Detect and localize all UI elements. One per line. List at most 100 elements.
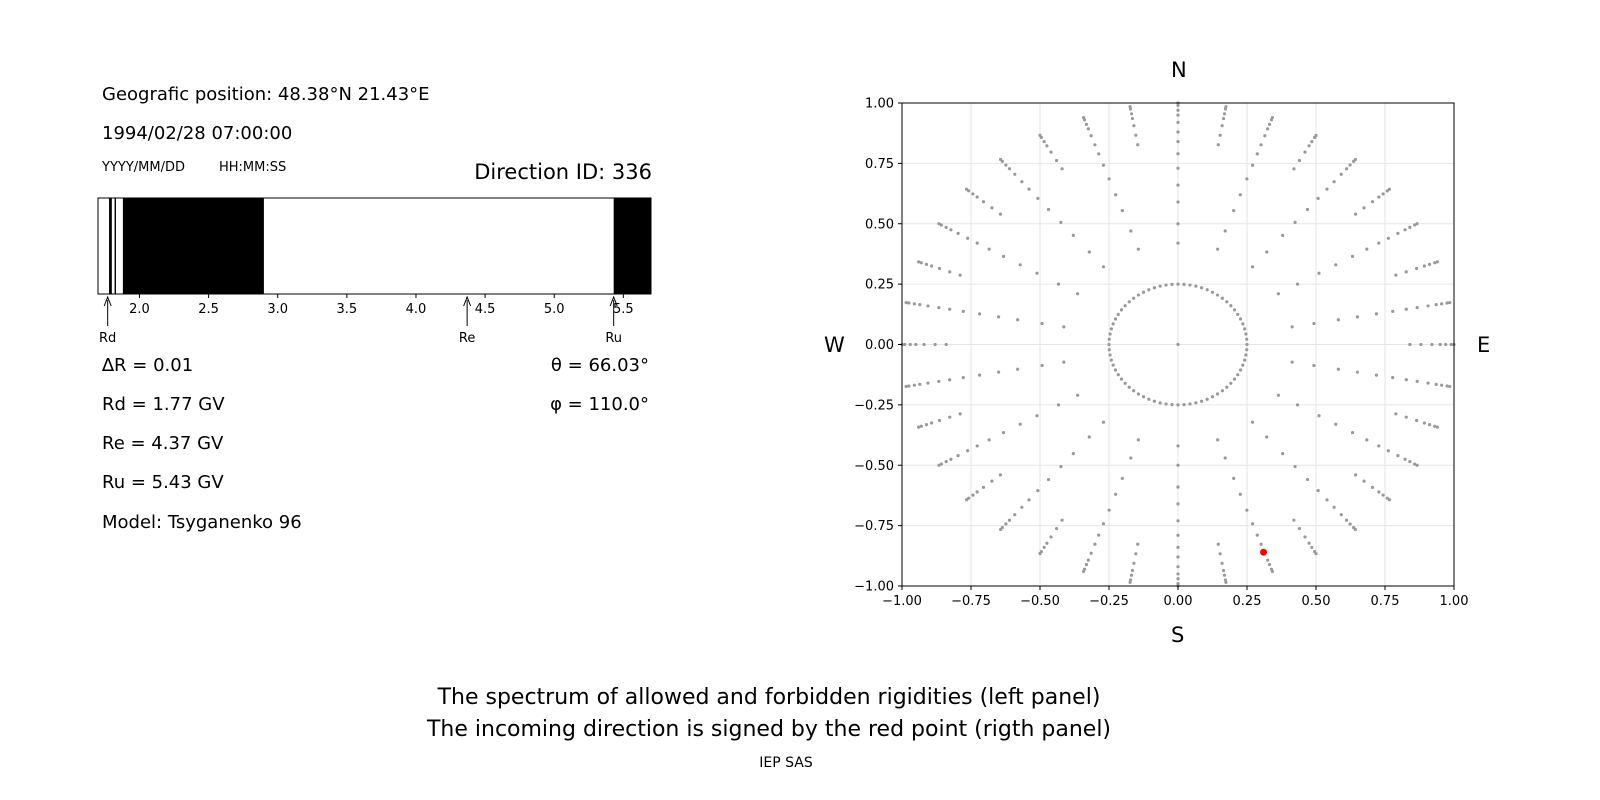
- direction-point: [1107, 508, 1111, 512]
- direction-point: [1259, 542, 1263, 546]
- direction-point: [1223, 456, 1227, 460]
- direction-point: [1045, 541, 1049, 545]
- direction-point: [956, 231, 960, 236]
- re-value: Re = 4.37 GV: [102, 433, 224, 454]
- direction-point: [998, 212, 1003, 216]
- direction-point: [1449, 342, 1453, 347]
- direction-point: [1220, 561, 1224, 565]
- direction-point: [937, 222, 941, 226]
- direction-point: [1119, 308, 1124, 312]
- direction-point: [1062, 360, 1066, 364]
- direction-point: [1216, 438, 1220, 442]
- direction-point: [1176, 545, 1180, 549]
- direction-point: [1107, 342, 1111, 347]
- direction-point: [1236, 312, 1240, 316]
- direction-point: [1232, 377, 1237, 381]
- direction-point: [944, 342, 948, 347]
- direction-point: [1210, 290, 1215, 294]
- direction-point: [1348, 163, 1352, 167]
- direction-point: [1101, 265, 1106, 269]
- y-tick-label: 0.50: [865, 217, 894, 232]
- direction-point: [1176, 166, 1180, 170]
- direction-point: [1422, 421, 1426, 425]
- direction-point: [1089, 551, 1093, 555]
- direction-point: [1216, 143, 1220, 147]
- direction-point: [904, 384, 908, 389]
- caption-line-1: The spectrum of allowed and forbidden ri…: [437, 685, 1101, 710]
- direction-point: [1176, 463, 1180, 467]
- direction-point: [1365, 438, 1369, 442]
- direction-point: [1266, 558, 1270, 562]
- direction-point: [1119, 377, 1124, 381]
- y-tick-label: −0.50: [854, 459, 894, 474]
- direction-point: [1259, 143, 1263, 147]
- direction-point: [1101, 163, 1106, 167]
- direction-point: [1305, 207, 1310, 212]
- direction-point: [977, 373, 982, 377]
- direction-point: [1223, 107, 1228, 111]
- date-format: YYYY/MM/DD: [102, 160, 185, 175]
- direction-point: [1419, 342, 1423, 347]
- direction-point: [939, 462, 943, 466]
- x-tick-label: 4.0: [406, 302, 427, 317]
- direction-point: [1113, 317, 1118, 321]
- y-tick-label: 0.00: [865, 338, 894, 353]
- direction-point: [1128, 107, 1133, 111]
- direction-point: [1007, 167, 1012, 171]
- direction-point: [1188, 283, 1192, 287]
- direction-point: [1448, 384, 1452, 389]
- direction-point: [1054, 526, 1059, 531]
- direction-point: [1238, 193, 1242, 197]
- direction-point: [1303, 535, 1307, 539]
- direction-point: [981, 485, 986, 489]
- direction-point: [1404, 415, 1408, 419]
- direction-point: [1238, 368, 1243, 372]
- direction-point: [1027, 498, 1031, 502]
- direction-point: [1042, 545, 1046, 549]
- x-tick-label: 3.5: [337, 302, 358, 317]
- direction-point: [1353, 157, 1358, 162]
- direction-point: [1218, 133, 1222, 137]
- direction-point: [1377, 195, 1381, 199]
- direction-point: [977, 312, 982, 316]
- direction-point: [1281, 452, 1285, 456]
- direction-point: [907, 301, 911, 305]
- direction-point: [1056, 403, 1061, 407]
- direction-point: [937, 266, 941, 271]
- direction-point: [1415, 222, 1419, 226]
- direction-point: [1353, 527, 1358, 532]
- direction-point: [1132, 296, 1136, 300]
- geographic-position: Geografic position: 48.38°N 21.43°E: [102, 84, 430, 105]
- direction-point: [1036, 489, 1040, 493]
- direction-point: [1128, 578, 1133, 582]
- direction-point: [919, 261, 923, 265]
- direction-point: [949, 228, 953, 232]
- direction-point: [1220, 389, 1224, 393]
- direction-point: [1086, 558, 1090, 562]
- direction-point: [1310, 140, 1314, 144]
- phi-value: φ = 110.0°: [550, 394, 649, 415]
- direction-point: [1355, 370, 1359, 374]
- direction-point: [1176, 120, 1180, 124]
- direction-point: [1136, 542, 1140, 546]
- direction-point: [1238, 317, 1243, 321]
- direction-point: [1403, 228, 1407, 232]
- direction-point: [1377, 444, 1381, 448]
- direction-point: [1056, 282, 1061, 286]
- direction-point: [924, 262, 929, 266]
- x-tick-label: 0.25: [1233, 594, 1262, 609]
- direction-point: [1205, 397, 1209, 401]
- direction-point: [1097, 152, 1101, 156]
- direction-point: [1305, 477, 1310, 482]
- direction-point: [1084, 122, 1089, 126]
- direction-point: [1020, 505, 1024, 509]
- direction-point: [1404, 270, 1408, 274]
- direction-point: [1182, 282, 1186, 286]
- direction-point: [1176, 113, 1180, 117]
- direction-point: [1218, 552, 1222, 556]
- direction-point: [1362, 479, 1366, 483]
- x-tick-label: 5.5: [613, 302, 634, 317]
- direction-point: [1245, 508, 1249, 512]
- direction-point: [1404, 378, 1408, 382]
- direction-point: [1016, 318, 1020, 322]
